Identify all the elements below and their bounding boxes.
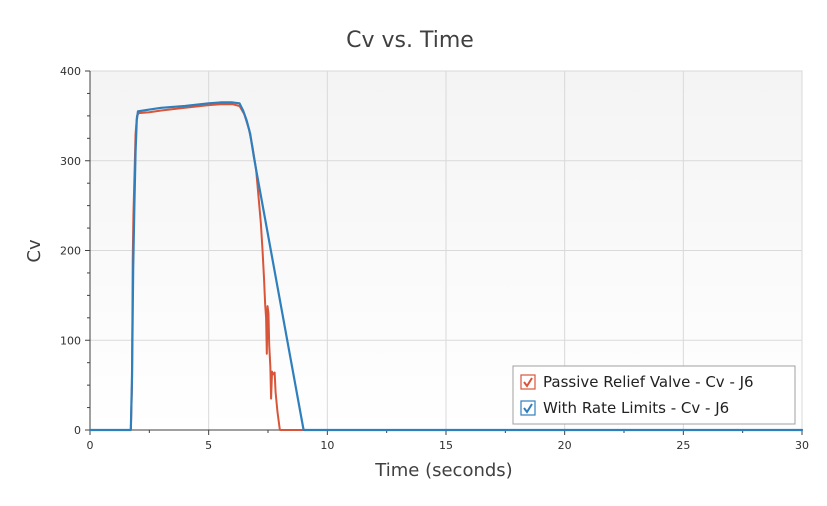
y-tick-label: 100 (60, 334, 81, 347)
legend-label-with-rate-limits: With Rate Limits - Cv - J6 (543, 399, 729, 417)
checkmark-icon (523, 403, 533, 414)
legend-item-with-rate-limits[interactable]: With Rate Limits - Cv - J6 (520, 399, 729, 417)
y-tick-label: 300 (60, 155, 81, 168)
x-tick-label: 30 (795, 439, 809, 452)
x-tick-label: 5 (205, 439, 212, 452)
legend-item-passive-relief-valve[interactable]: Passive Relief Valve - Cv - J6 (520, 373, 754, 391)
y-axis-title: Cv (24, 239, 45, 263)
x-tick-label: 20 (558, 439, 572, 452)
legend-checkbox-with-rate-limits[interactable] (520, 400, 536, 416)
x-axis-title: Time (seconds) (374, 460, 512, 481)
y-tick-label: 200 (60, 245, 81, 258)
legend-label-passive-relief-valve: Passive Relief Valve - Cv - J6 (543, 373, 754, 391)
legend: Passive Relief Valve - Cv - J6 With Rate… (512, 365, 796, 425)
series-line-with-rate-limits (88, 101, 804, 432)
x-tick-label: 15 (439, 439, 453, 452)
legend-box (512, 365, 796, 425)
y-tick-label: 400 (60, 65, 81, 78)
x-tick-label: 0 (87, 439, 94, 452)
x-tick-label: 10 (320, 439, 334, 452)
chart-title: Cv vs. Time (346, 28, 474, 53)
x-tick-label: 25 (676, 439, 690, 452)
legend-checkbox-passive-relief-valve[interactable] (520, 374, 536, 390)
y-tick-label: 0 (74, 424, 81, 437)
checkmark-icon (523, 377, 533, 388)
